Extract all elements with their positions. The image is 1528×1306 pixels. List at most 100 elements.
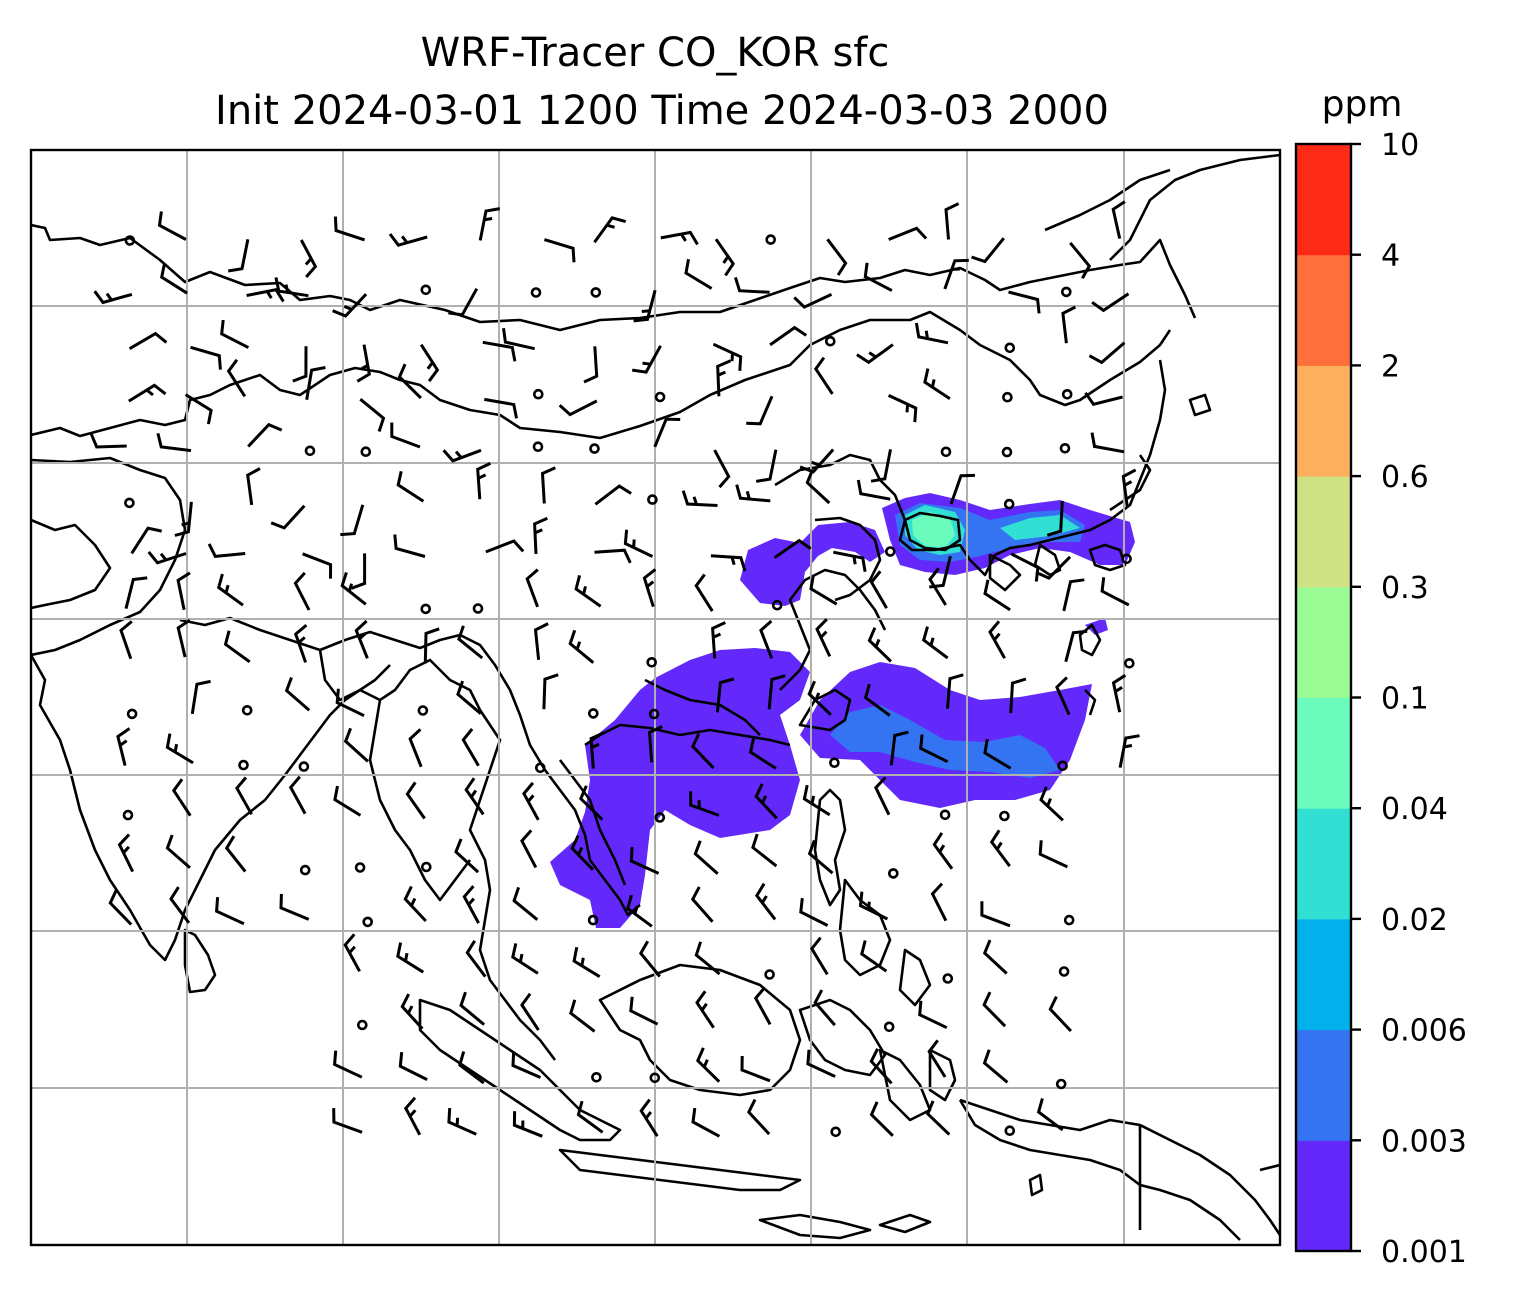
calm-wind-marker bbox=[1003, 498, 1015, 510]
wind-barb bbox=[923, 368, 951, 401]
calm-wind-marker bbox=[942, 973, 954, 984]
wind-barb bbox=[343, 727, 369, 763]
wind-barb bbox=[511, 943, 539, 975]
wind-barb bbox=[335, 688, 365, 718]
wind-barb bbox=[754, 882, 777, 921]
wind-barb bbox=[484, 397, 518, 419]
calm-wind-marker bbox=[587, 708, 599, 719]
plume-korea-core-peak bbox=[912, 512, 955, 548]
wind-barb bbox=[1088, 341, 1126, 365]
wind-barb bbox=[274, 277, 309, 298]
calm-wind-marker bbox=[590, 287, 602, 298]
calm-wind-marker bbox=[939, 809, 951, 821]
calm-wind-marker bbox=[304, 445, 316, 457]
calm-wind-marker bbox=[649, 1072, 661, 1084]
wind-barb bbox=[889, 730, 909, 766]
wind-barb bbox=[147, 550, 187, 565]
wind-barb bbox=[568, 629, 595, 664]
wind-barb bbox=[465, 940, 487, 978]
wind-barb bbox=[223, 630, 251, 664]
wind-barb bbox=[860, 940, 888, 973]
wind-barb bbox=[1111, 674, 1127, 713]
wind-barb bbox=[793, 293, 833, 309]
wind-barb bbox=[809, 574, 838, 606]
wind-barb bbox=[943, 258, 969, 290]
calm-wind-marker bbox=[587, 914, 599, 926]
calm-wind-marker bbox=[1061, 388, 1073, 400]
wind-barb bbox=[171, 778, 192, 817]
wind-barb bbox=[807, 680, 832, 716]
wind-barb bbox=[305, 366, 326, 401]
wind-barb bbox=[558, 399, 598, 417]
wind-barb bbox=[279, 893, 310, 921]
wind-barb bbox=[464, 777, 485, 816]
wind-barb bbox=[1010, 552, 1040, 582]
calm-wind-marker bbox=[1004, 1125, 1016, 1136]
wind-barb bbox=[593, 216, 627, 244]
wind-barb bbox=[1009, 677, 1027, 714]
wind-barb bbox=[533, 622, 549, 660]
wind-barb bbox=[714, 238, 736, 277]
colorbar-tick-label: 0.02 bbox=[1381, 903, 1448, 938]
wind-barb bbox=[512, 886, 539, 921]
wind-barb bbox=[826, 238, 848, 276]
wind-barb bbox=[638, 940, 661, 978]
wind-barb bbox=[988, 620, 1006, 659]
wind-barb bbox=[711, 621, 726, 659]
wind-barbs bbox=[89, 200, 1140, 1138]
wind-barb bbox=[525, 568, 540, 608]
wind-barb bbox=[746, 1098, 771, 1136]
calm-wind-marker bbox=[532, 388, 544, 400]
wind-barb bbox=[485, 539, 525, 554]
wind-barb bbox=[130, 526, 163, 555]
wind-barb bbox=[746, 395, 774, 426]
wind-barb bbox=[1038, 840, 1069, 869]
wind-barb bbox=[1118, 734, 1140, 768]
calm-wind-marker bbox=[417, 705, 429, 716]
wind-barb bbox=[982, 991, 1007, 1028]
wind-barb bbox=[207, 543, 246, 558]
wind-barb bbox=[393, 534, 426, 558]
wind-barb bbox=[863, 262, 893, 292]
wind-barb bbox=[458, 1051, 485, 1085]
wind-barb bbox=[928, 567, 947, 606]
wind-barb bbox=[930, 882, 948, 922]
wind-barb bbox=[408, 728, 423, 768]
wind-barb bbox=[919, 734, 949, 764]
wind-barb bbox=[190, 345, 222, 370]
wind-barb bbox=[333, 1050, 363, 1079]
wind-barb bbox=[759, 619, 774, 659]
wind-barb bbox=[302, 552, 333, 579]
wind-barb bbox=[117, 833, 135, 873]
wind-barb bbox=[520, 829, 538, 869]
wind-barb bbox=[442, 448, 482, 463]
calm-wind-marker bbox=[765, 234, 777, 245]
calm-wind-marker bbox=[238, 759, 249, 771]
wind-barb bbox=[712, 342, 743, 371]
wind-barb bbox=[293, 623, 308, 663]
wind-barb bbox=[887, 394, 918, 423]
colorbar-band bbox=[1296, 586, 1351, 698]
wind-barb bbox=[540, 466, 556, 504]
calm-wind-marker bbox=[126, 708, 138, 720]
wind-barb bbox=[914, 322, 949, 345]
wind-barb bbox=[574, 575, 602, 608]
wind-barb bbox=[633, 289, 657, 323]
wind-barb bbox=[888, 226, 928, 241]
wind-barb bbox=[802, 784, 831, 817]
wind-barb bbox=[589, 731, 605, 769]
calm-wind-marker bbox=[829, 757, 840, 769]
wind-barb bbox=[543, 238, 576, 263]
wind-barb bbox=[124, 576, 148, 609]
wind-barb bbox=[740, 1055, 771, 1083]
wind-barb bbox=[815, 618, 832, 658]
colorbar-band bbox=[1296, 476, 1351, 588]
wind-barb bbox=[333, 785, 362, 817]
colorbar-ticks: 0.001 0.003 0.006 0.02 0.04 0.1 0.3 0.6 2 4 10 bbox=[1351, 128, 1467, 1270]
calm-wind-marker bbox=[420, 603, 432, 615]
wind-barb bbox=[813, 989, 836, 1027]
wind-barb bbox=[398, 1052, 428, 1081]
wind-barb bbox=[542, 673, 559, 710]
wind-barb bbox=[119, 620, 133, 660]
